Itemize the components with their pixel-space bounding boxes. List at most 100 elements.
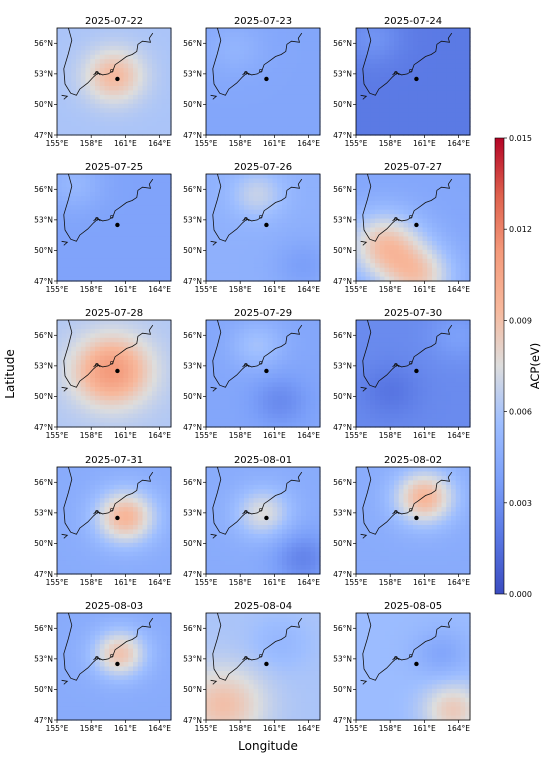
heatmap-cell [109, 90, 115, 96]
heatmap-cell [370, 400, 376, 406]
heatmap-cell [384, 218, 390, 224]
heatmap-cell [441, 249, 447, 255]
heatmap-cell [206, 54, 212, 60]
heatmap-cell [225, 72, 231, 78]
heatmap-cell [109, 227, 115, 233]
heatmap-cell [85, 245, 91, 251]
heatmap-cell [61, 413, 68, 419]
heatmap-cell [263, 68, 269, 74]
heatmap-cell [286, 191, 293, 197]
heatmap-cell [282, 351, 288, 357]
heatmap-cell [248, 231, 255, 238]
heatmap-cell [215, 382, 221, 388]
heatmap-cell [403, 130, 409, 136]
heatmap-cell [389, 108, 395, 114]
heatmap-cell [76, 245, 82, 251]
heatmap-cell [267, 45, 274, 51]
heatmap-cell [451, 130, 457, 136]
heatmap-cell [305, 126, 312, 132]
heatmap-cell [104, 227, 110, 233]
heatmap-cell [80, 191, 87, 197]
heatmap-cell [99, 81, 106, 87]
heatmap-cell [104, 36, 110, 42]
heatmap-cell [277, 59, 283, 65]
heatmap-cell [206, 209, 212, 215]
heatmap-cell [441, 36, 447, 42]
heatmap-cell [301, 391, 307, 397]
heatmap-cell [128, 85, 134, 92]
heatmap-cell [166, 360, 172, 366]
heatmap-cell [389, 121, 395, 127]
heatmap-cell [133, 191, 139, 197]
heatmap-cell [142, 32, 148, 38]
heatmap-cell [356, 121, 362, 127]
heatmap-cell [301, 342, 307, 348]
heatmap-cell [455, 227, 462, 233]
heatmap-cell [95, 395, 101, 401]
heatmap-cell [389, 59, 395, 65]
heatmap-cell [152, 409, 158, 415]
heatmap-cell [315, 121, 321, 127]
heatmap-cell [370, 418, 376, 424]
heatmap-cell [408, 254, 414, 260]
heatmap-cell [147, 112, 153, 118]
heatmap-cell [365, 209, 371, 215]
heatmap-cell [85, 108, 91, 114]
x-tick-label: 161°E [263, 285, 286, 294]
heatmap-cell [142, 377, 148, 384]
heatmap-cell [76, 254, 82, 260]
heatmap-cell [398, 258, 405, 264]
heatmap-cell [253, 36, 259, 42]
heatmap-cell [394, 103, 400, 109]
heatmap-cell [206, 364, 212, 370]
heatmap-cell [90, 413, 96, 419]
heatmap-cell [133, 258, 139, 264]
heatmap-cell [356, 59, 362, 65]
heatmap-cell [234, 346, 240, 352]
heatmap-cell [305, 50, 312, 56]
heatmap-cell [215, 409, 221, 415]
heatmap-cell [446, 117, 452, 123]
heatmap-cell [210, 404, 217, 410]
heatmap-cell [71, 422, 77, 428]
heatmap-cell [258, 240, 264, 246]
heatmap-cell [161, 391, 167, 397]
heatmap-cell [282, 68, 288, 74]
heatmap-cell [370, 68, 376, 74]
heatmap-cell [310, 205, 316, 211]
heatmap-cell [142, 187, 148, 193]
heatmap-cell [104, 342, 110, 348]
heatmap-cell [379, 182, 386, 188]
heatmap-cell [206, 404, 212, 410]
heatmap-cell [114, 85, 120, 92]
heatmap-cell [66, 422, 72, 428]
heatmap-cell [263, 333, 269, 339]
y-tick-label: 47°N [34, 277, 53, 286]
heatmap-cell [133, 214, 139, 220]
heatmap-cell [142, 276, 148, 282]
heatmap-cell [384, 205, 390, 211]
heatmap-cell [71, 231, 77, 238]
heatmap-cell [123, 81, 129, 87]
heatmap-cell [465, 205, 471, 211]
heatmap-cell [90, 342, 96, 348]
heatmap-cell [114, 54, 120, 60]
heatmap-cell [90, 400, 96, 406]
heatmap-cell [291, 112, 297, 118]
heatmap-cell [291, 240, 297, 246]
heatmap-cell [277, 263, 283, 269]
heatmap-cell [408, 187, 414, 193]
heatmap-field [57, 320, 172, 428]
heatmap-cell [248, 182, 255, 188]
heatmap-cell [301, 231, 307, 238]
heatmap-cell [99, 174, 106, 180]
heatmap-cell [109, 200, 115, 206]
heatmap-cell [225, 59, 231, 65]
heatmap-cell [286, 54, 293, 60]
y-tick-label: 53°N [333, 216, 352, 225]
heatmap-cell [206, 126, 212, 132]
heatmap-cell [441, 174, 447, 180]
heatmap-cell [161, 191, 167, 197]
heatmap-cell [152, 337, 158, 343]
heatmap-cell [66, 245, 72, 251]
